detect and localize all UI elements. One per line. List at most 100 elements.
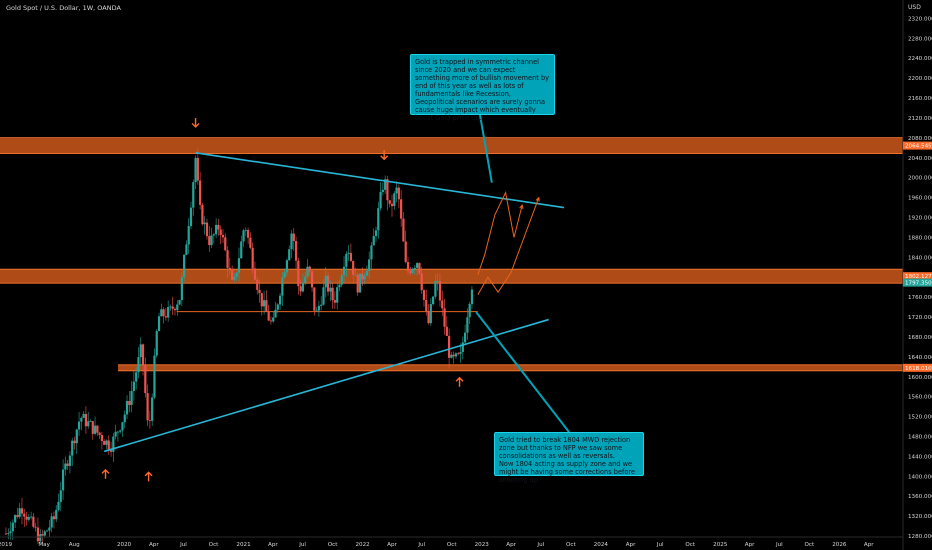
candle bbox=[384, 175, 387, 195]
current-price-label: 1797.350 bbox=[905, 281, 932, 287]
price-tick-label: 2240.000 bbox=[908, 56, 932, 62]
candle bbox=[388, 200, 391, 208]
candle-body bbox=[322, 287, 325, 305]
candle-body bbox=[292, 233, 295, 241]
candle-body bbox=[80, 417, 83, 422]
candle bbox=[352, 260, 355, 283]
candle-body bbox=[231, 270, 234, 280]
note-top[interactable]: Gold is trapped in symmetric channel sin… bbox=[410, 54, 555, 122]
candle bbox=[93, 416, 97, 436]
candle bbox=[203, 216, 206, 235]
candle-body bbox=[169, 306, 172, 308]
candle bbox=[73, 436, 76, 450]
time-tick-label: 2021 bbox=[236, 542, 251, 548]
candle bbox=[30, 511, 33, 520]
time-tick-label: Oct bbox=[209, 542, 219, 548]
candle-body bbox=[452, 354, 455, 357]
candle bbox=[57, 493, 60, 512]
candle bbox=[251, 242, 254, 274]
candle-body bbox=[4, 533, 8, 535]
candle-body bbox=[384, 179, 387, 190]
candle bbox=[123, 410, 126, 429]
zone-price-label: 1618.010 bbox=[905, 366, 932, 372]
candle bbox=[25, 512, 28, 526]
note-bottom[interactable]: Gold tried to break 1804 MWD rejection z… bbox=[494, 432, 644, 484]
price-tick-label: 1400.000 bbox=[908, 474, 932, 480]
candle bbox=[155, 329, 158, 358]
price-tick-label: 1960.000 bbox=[908, 196, 932, 202]
candle bbox=[201, 202, 204, 226]
candle-body bbox=[281, 277, 284, 296]
candle-body bbox=[153, 355, 156, 398]
candle-body bbox=[215, 224, 218, 235]
candle bbox=[278, 292, 282, 310]
candle-body bbox=[93, 425, 97, 434]
time-tick-label: Jul bbox=[179, 542, 187, 548]
candle bbox=[434, 273, 437, 299]
candle bbox=[267, 304, 270, 322]
candle-body bbox=[340, 275, 343, 285]
candle-body bbox=[246, 230, 250, 238]
candle bbox=[427, 304, 430, 325]
candle bbox=[132, 371, 135, 401]
candle bbox=[322, 278, 325, 306]
candle-body bbox=[192, 182, 195, 208]
arrow-down-shape bbox=[191, 117, 200, 128]
candle-body bbox=[128, 400, 131, 405]
candle-body bbox=[288, 249, 291, 261]
candle bbox=[144, 357, 147, 398]
candle bbox=[11, 519, 14, 540]
candle bbox=[413, 264, 416, 275]
time-tick-label: May bbox=[38, 542, 50, 548]
candle bbox=[7, 528, 10, 540]
candle-body bbox=[141, 344, 145, 365]
price-tick-label: 1880.000 bbox=[908, 235, 932, 241]
candle bbox=[167, 300, 170, 322]
candle bbox=[320, 296, 323, 311]
time-axis[interactable]: 2019 May Aug 2020 Apr Jul Oct 2021 Apr Jul Oct 2022… bbox=[0, 536, 903, 548]
candle-body bbox=[368, 259, 371, 272]
candle-body bbox=[249, 237, 252, 248]
candle-body bbox=[397, 187, 400, 200]
candle-body bbox=[457, 353, 460, 355]
candle bbox=[77, 412, 81, 436]
candle-body bbox=[14, 515, 17, 523]
candle bbox=[14, 514, 17, 529]
candle bbox=[402, 212, 405, 242]
candle bbox=[178, 299, 181, 306]
candle bbox=[231, 265, 234, 281]
candle-body bbox=[308, 266, 311, 272]
candle bbox=[20, 497, 24, 525]
candle-body bbox=[233, 276, 236, 280]
time-tick-label: Oct bbox=[328, 542, 338, 548]
candle bbox=[173, 307, 177, 316]
candle-body bbox=[315, 310, 318, 312]
candle bbox=[443, 298, 446, 335]
candle-body bbox=[178, 299, 181, 305]
candle-body bbox=[228, 267, 231, 271]
candle bbox=[306, 259, 309, 279]
candle-body bbox=[34, 526, 37, 528]
arrow-up-shape bbox=[101, 468, 110, 479]
candle-body bbox=[425, 299, 428, 312]
candle-body bbox=[125, 400, 129, 415]
price-tick-label: 1680.000 bbox=[908, 335, 932, 341]
candle bbox=[468, 301, 471, 324]
candle bbox=[304, 271, 307, 286]
candle bbox=[89, 419, 92, 422]
candle bbox=[317, 301, 321, 317]
candle bbox=[100, 431, 104, 450]
candle-body bbox=[9, 531, 12, 534]
candle bbox=[363, 272, 366, 285]
candle-body bbox=[374, 230, 378, 237]
candle-body bbox=[103, 441, 106, 445]
candle bbox=[329, 280, 332, 302]
candle bbox=[82, 411, 85, 419]
price-axis[interactable]: 1280.000 1320.000 1360.000 1400.000 1440.000… bbox=[902, 0, 932, 550]
candle bbox=[358, 273, 362, 293]
candle-body bbox=[226, 250, 229, 268]
current-price-tag bbox=[903, 278, 932, 287]
arrow-down-shape bbox=[380, 150, 389, 161]
candle bbox=[128, 391, 131, 413]
